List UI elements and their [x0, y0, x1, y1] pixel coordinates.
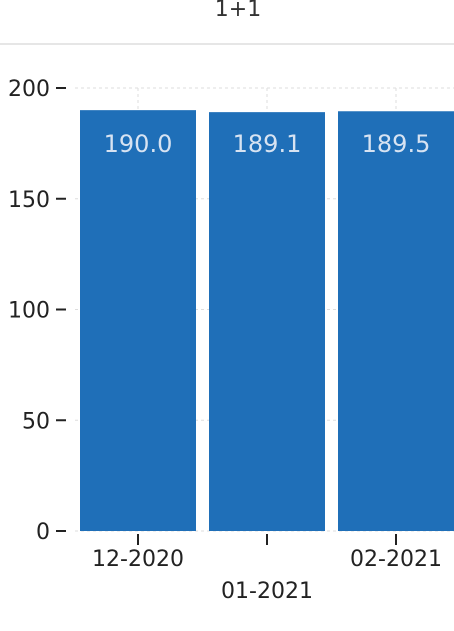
- data-label: 190.0: [104, 130, 173, 158]
- bar: [80, 110, 196, 532]
- y-axis: 0 50 100 150 200: [8, 77, 66, 545]
- x-tick-label: 12-2020: [92, 547, 184, 572]
- data-label: 189.1: [233, 130, 302, 158]
- chart-title: 1+1: [215, 0, 261, 22]
- bar: [338, 111, 454, 531]
- y-tick-label: 200: [8, 77, 50, 102]
- data-label: 189.5: [362, 130, 431, 158]
- bars: [80, 110, 454, 532]
- x-tick-label: 01-2021: [221, 579, 313, 604]
- y-tick-label: 150: [8, 188, 50, 213]
- x-tick-label: 02-2021: [350, 547, 442, 572]
- y-tick-label: 50: [22, 409, 50, 434]
- y-tick-label: 100: [8, 299, 50, 324]
- data-labels: 190.0 189.1 189.5: [104, 130, 431, 158]
- bar: [209, 112, 325, 532]
- y-tick-label: 0: [36, 520, 50, 545]
- x-axis: 12-2020 01-2021 02-2021: [92, 534, 442, 604]
